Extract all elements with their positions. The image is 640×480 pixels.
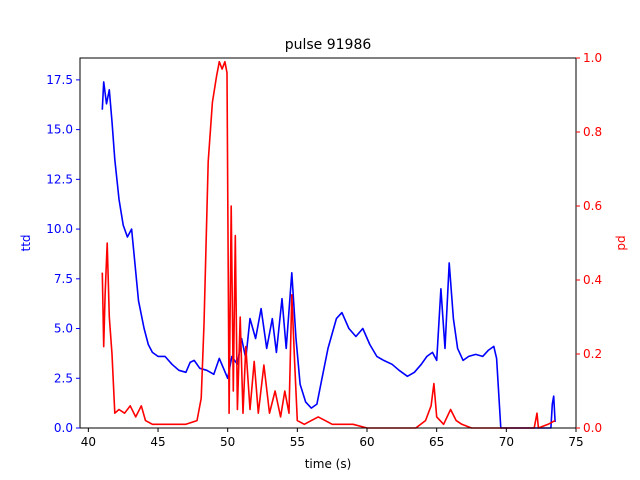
right-y-axis: 0.0 0.2 0.4 0.6 0.8 1.0 [576,51,602,435]
right-y-tick-label: 1.0 [583,51,602,65]
left-y-tick-label: 12.5 [46,172,73,186]
x-tick-label: 45 [150,435,165,449]
left-y-tick-label: 0.0 [54,421,73,435]
right-y-tick-label: 0.2 [583,347,602,361]
x-axis: 40 45 50 55 60 65 70 75 [81,428,584,449]
right-y-tick-label: 0.6 [583,199,602,213]
right-y-axis-label: pd [614,235,628,250]
left-y-tick-label: 7.5 [54,272,73,286]
chart-title: pulse 91986 [285,37,372,53]
x-axis-label: time (s) [305,457,352,471]
x-tick-label: 65 [429,435,444,449]
x-tick-label: 60 [359,435,374,449]
pd-series-line [101,60,556,429]
right-y-tick-label: 0.0 [583,421,602,435]
x-tick-label: 50 [220,435,235,449]
left-y-tick-label: 17.5 [46,73,73,87]
left-y-tick-label: 2.5 [54,371,73,385]
ttd-series-line [101,81,556,429]
x-tick-label: 70 [499,435,514,449]
x-tick-label: 40 [81,435,96,449]
left-y-tick-label: 5.0 [54,322,73,336]
right-y-tick-label: 0.4 [583,273,602,287]
left-y-axis-label: ttd [19,234,33,251]
left-y-tick-label: 15.0 [46,123,73,137]
right-y-tick-label: 0.8 [583,125,602,139]
plot-lines [101,60,556,429]
x-tick-label: 75 [568,435,583,449]
x-tick-label: 55 [290,435,305,449]
plot-frame [79,57,577,429]
left-y-axis: 0.0 2.5 5.0 7.5 10.0 12.5 15.0 17.5 [46,73,80,435]
left-y-tick-label: 10.0 [46,222,73,236]
